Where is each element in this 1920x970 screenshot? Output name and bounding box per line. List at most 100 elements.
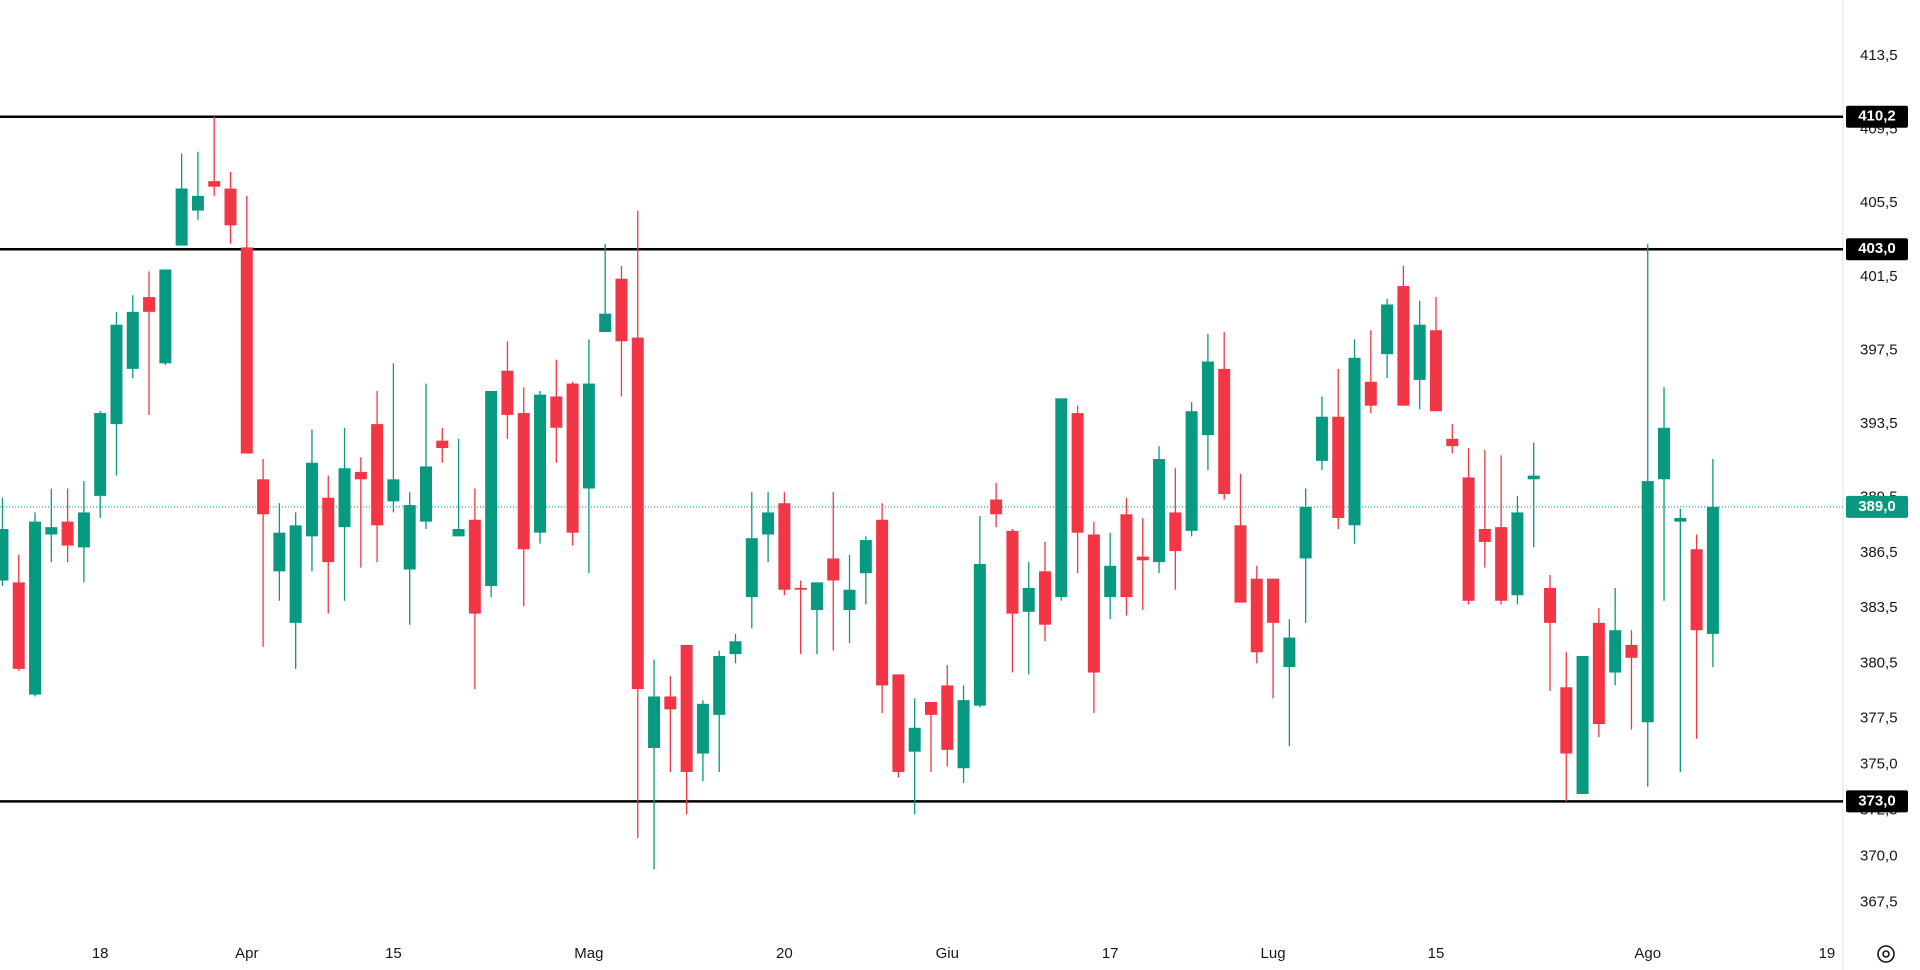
settings-gear-hub[interactable] [1882,950,1890,958]
candle-body [1462,477,1475,601]
candle-body [1364,381,1377,406]
candle-body [126,311,139,369]
y-tick-label: 377,5 [1860,710,1898,727]
candle-body [1560,687,1573,754]
candle-body [1201,361,1214,436]
candle-body [729,641,742,655]
x-tick-label: Giu [936,945,959,962]
candle-body [1478,528,1491,542]
x-tick-label: 17 [1102,945,1119,962]
y-tick-label: 383,5 [1860,599,1898,616]
candle-body [1348,357,1361,526]
candle-body [599,313,612,333]
candle-body [12,582,25,669]
candle-body [387,479,400,502]
candle-body [159,269,172,364]
candle-body [322,497,335,563]
candle-body [908,727,921,752]
candle-body [778,503,791,590]
candle-body [452,528,465,537]
candle-body [1218,368,1231,495]
level-box [1846,105,1908,128]
x-tick-label: 20 [776,945,793,962]
y-tick-label: 397,5 [1860,341,1898,358]
candle-body [1397,286,1410,406]
candle-body [534,394,547,533]
candle-body [436,440,449,449]
y-tick-label: 405,5 [1860,194,1898,211]
candle-body [1446,438,1459,447]
candle-body [403,505,416,570]
candle-body [1234,525,1247,603]
candle-body [550,396,563,428]
candle-body [1022,587,1035,612]
candle-body [1039,571,1052,625]
candle-body [485,390,498,587]
candle-body [1315,416,1328,461]
candle-body [1071,413,1084,533]
candle-body [1429,330,1442,412]
candle-body [175,188,188,246]
candle-body [859,540,872,574]
candle-body [892,674,905,772]
candle-body [973,563,986,706]
candle-body [566,383,579,533]
last-price-box [1846,495,1908,518]
candle-body [1576,655,1589,795]
candle-body [501,370,514,415]
y-tick-label: 386,5 [1860,544,1898,561]
x-tick-label: Mag [574,945,603,962]
x-tick-label: 19 [1819,945,1836,962]
level-label: 410,2 [1858,108,1896,125]
candle-body [615,278,628,342]
candle-body [1104,565,1117,598]
x-tick-label: 18 [92,945,109,962]
candle-body [1136,556,1149,561]
candle-body [305,462,318,537]
candle-body [664,696,677,710]
x-tick-label: Apr [235,945,258,962]
candle-body [143,297,156,312]
candle-body [29,521,42,695]
candle-body [354,471,367,480]
x-tick-label: Ago [1634,945,1661,962]
candle-body [745,538,758,598]
candle-body [1527,475,1540,480]
candles-layer [0,116,1719,870]
candle-body [762,512,775,535]
candle-body [61,521,74,546]
candle-body [843,589,856,610]
candle-body [941,685,954,750]
level-label: 373,0 [1858,792,1896,809]
y-tick-label: 401,5 [1860,268,1898,285]
candle-body [957,700,970,769]
candle-body [1706,506,1719,634]
candle-body [1641,481,1654,723]
x-tick-label: Lug [1261,945,1286,962]
candle-body [419,466,432,522]
candle-body [876,519,889,686]
candle-body [827,558,840,581]
candle-body [1413,324,1426,380]
settings-icon[interactable] [1877,945,1895,963]
y-tick-label: 370,0 [1860,848,1898,865]
settings-gear[interactable] [1877,945,1895,963]
candle-body [371,424,384,526]
y-tick-label: 375,0 [1860,756,1898,773]
candle-body [0,528,9,581]
x-tick-label: 15 [1428,945,1445,962]
candle-body [1381,304,1394,355]
candle-body [338,468,351,528]
candle-body [273,532,286,572]
candle-body [1299,506,1312,559]
candle-body [713,655,726,715]
candle-body [1609,630,1622,673]
candle-body [110,324,123,425]
candle-body [1592,622,1605,725]
candle-body [77,512,90,548]
candle-body [582,383,595,489]
candle-body [289,525,302,623]
candle-body [191,195,204,211]
